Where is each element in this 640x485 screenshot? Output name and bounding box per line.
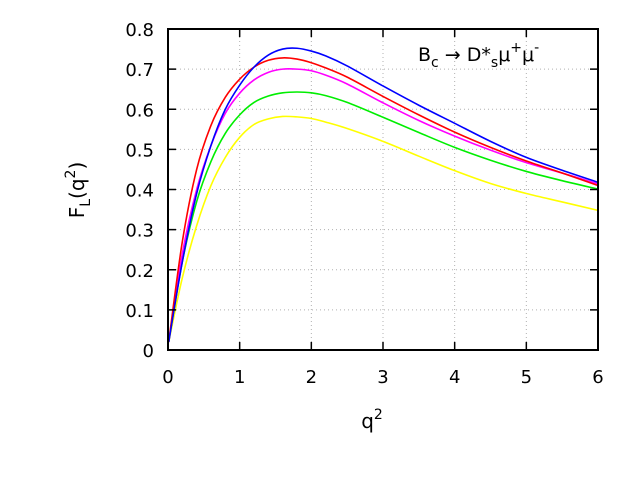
x-axis-title: q2 — [361, 407, 383, 433]
series-line-1 — [167, 115, 599, 343]
x-tick-label: 5 — [521, 367, 532, 388]
y-tick-label: 0.1 — [125, 301, 154, 322]
y-tick-label: 0.2 — [125, 261, 154, 282]
y-tick-label: 0.3 — [125, 221, 154, 242]
x-tick-labels: 0 1 2 3 4 5 6 — [162, 367, 603, 388]
y-tick-label: 0 — [143, 341, 154, 362]
series-line-5 — [167, 47, 599, 343]
y-axis-title: FL(q2) — [63, 162, 94, 219]
series-layer — [167, 47, 599, 343]
y-tick-label: 0.5 — [125, 140, 154, 161]
y-tick-label: 0.7 — [125, 60, 154, 81]
x-tick-label: 0 — [162, 367, 173, 388]
process-annotation: Bc → D*sμ+μ- — [418, 40, 539, 71]
series-line-2 — [167, 91, 599, 343]
grid — [168, 29, 598, 350]
y-tick-label: 0.6 — [125, 100, 154, 121]
x-tick-label: 1 — [234, 367, 245, 388]
x-tick-label: 6 — [592, 367, 603, 388]
y-tick-label: 0.8 — [125, 20, 154, 41]
x-tick-label: 4 — [449, 367, 460, 388]
axis-ticks — [167, 28, 599, 351]
y-tick-labels: 0 0.1 0.2 0.3 0.4 0.5 0.6 0.7 0.8 — [125, 20, 154, 362]
series-line-4 — [167, 57, 599, 343]
x-tick-label: 3 — [377, 367, 388, 388]
y-tick-label: 0.4 — [125, 181, 154, 202]
x-tick-label: 2 — [306, 367, 317, 388]
